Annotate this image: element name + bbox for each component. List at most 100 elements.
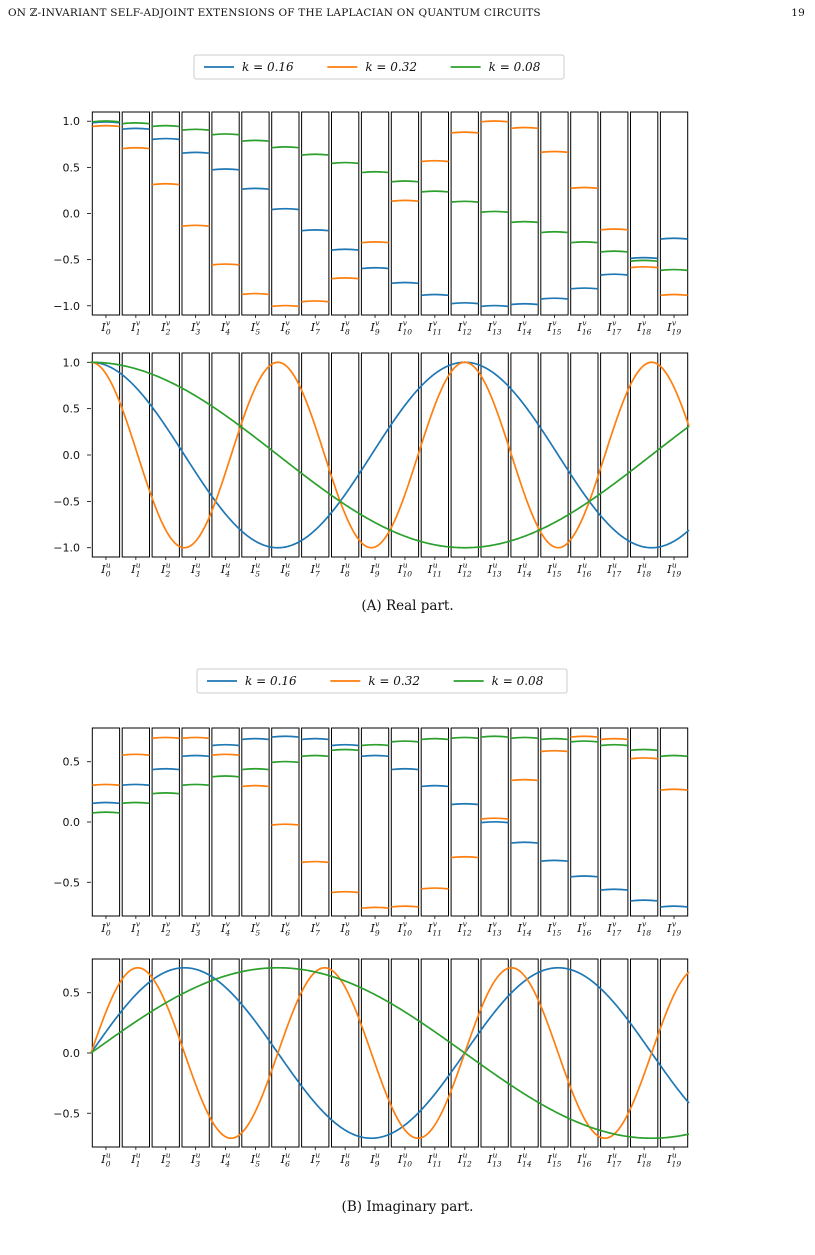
ytick-label: −0.5	[53, 495, 80, 508]
mark-032-9	[361, 906, 389, 910]
category-label: I6v	[280, 920, 291, 938]
mark-008-2	[152, 124, 180, 128]
subplot-box	[360, 352, 390, 558]
subplot-box	[630, 111, 659, 316]
subplot-box	[211, 111, 240, 316]
mark-008-17	[600, 743, 628, 747]
category-label: I2v	[160, 920, 171, 938]
mark-032-1	[122, 753, 150, 756]
category-label: I16u	[576, 561, 591, 579]
mark-016-0	[92, 121, 120, 124]
category-label: I12v	[457, 920, 472, 938]
category-label: I19u	[666, 561, 681, 579]
mark-032-9	[361, 241, 389, 244]
subplot-box	[121, 958, 150, 1148]
mark-032-12	[451, 131, 479, 134]
subplot-box	[540, 958, 569, 1148]
category-label: I6v	[280, 319, 291, 337]
category-label: I17u	[606, 561, 621, 579]
category-label: I3v	[190, 319, 201, 337]
category-label: I9u	[369, 1151, 380, 1169]
mark-032-10	[391, 199, 419, 203]
mark-008-6	[271, 146, 300, 149]
category-label: I13u	[487, 1151, 502, 1169]
mark-016-1	[122, 127, 150, 131]
mark-016-8	[331, 248, 359, 251]
category-label: I14v	[517, 319, 532, 337]
mark-032-5	[241, 784, 270, 788]
ytick-label: −1.0	[53, 542, 80, 555]
category-label: I12v	[457, 319, 472, 337]
mark-032-8	[331, 277, 359, 280]
category-label: I15v	[546, 319, 561, 337]
category-label: I5v	[250, 319, 261, 337]
category-label: I3v	[190, 920, 201, 938]
mark-008-0	[92, 811, 120, 814]
category-label: I1u	[130, 1151, 141, 1169]
category-label: I11u	[427, 561, 442, 579]
subplot-box	[630, 352, 659, 558]
ytick-label: 0.5	[63, 161, 81, 174]
mark-008-19	[660, 268, 688, 272]
mark-008-18	[630, 748, 658, 752]
mark-016-19	[660, 237, 688, 240]
ytick-label: −0.5	[53, 254, 80, 267]
category-label: I4v	[220, 319, 231, 337]
category-label: I9v	[369, 920, 380, 938]
subplot-box	[211, 352, 240, 558]
mark-016-12	[451, 802, 479, 806]
category-label: I15v	[546, 920, 561, 938]
category-label: I11v	[427, 920, 442, 938]
subplot-box	[390, 111, 420, 316]
legend-label-0: k = 0.16	[245, 674, 297, 688]
mark-008-7	[301, 153, 329, 156]
mark-032-18	[630, 757, 658, 760]
subplot-box	[151, 352, 180, 558]
ytick-label: 0.0	[63, 1047, 81, 1060]
subplot-box	[121, 111, 150, 316]
mark-032-18	[630, 265, 658, 269]
mark-032-3	[181, 736, 210, 740]
subplot-box	[600, 958, 629, 1148]
mark-016-8	[331, 743, 359, 747]
mark-032-17	[600, 737, 628, 741]
category-label: I7v	[310, 319, 321, 337]
category-label: I16v	[576, 319, 591, 337]
mark-008-2	[152, 792, 180, 795]
mark-008-12	[451, 200, 479, 203]
ytick-label: 0.5	[63, 987, 81, 1000]
subplot-box	[630, 958, 659, 1148]
category-label: I0u	[100, 1151, 111, 1169]
legend-label-1: k = 0.32	[365, 60, 417, 74]
category-label: I13v	[487, 920, 502, 938]
category-label: I8u	[339, 1151, 350, 1169]
mark-016-16	[570, 875, 599, 878]
mark-016-14	[510, 841, 539, 844]
mark-032-17	[600, 228, 628, 231]
legend-label-2: k = 0.08	[489, 60, 541, 74]
subplot-box	[151, 958, 180, 1148]
mark-032-19	[660, 293, 688, 297]
ytick-label: 0.5	[63, 756, 81, 769]
mark-016-15	[540, 297, 569, 300]
mark-032-6	[271, 823, 300, 826]
category-label: I19v	[666, 920, 681, 938]
mark-008-15	[540, 737, 569, 741]
mark-008-1	[122, 801, 150, 805]
subplot-box	[540, 727, 569, 917]
category-label: I0v	[100, 920, 111, 938]
mark-016-13	[480, 304, 509, 308]
category-label: I6u	[280, 561, 291, 579]
category-label: I15u	[546, 1151, 561, 1169]
mark-008-13	[480, 210, 509, 214]
category-label: I9u	[369, 561, 380, 579]
category-label: I16u	[576, 1151, 591, 1169]
mark-016-1	[122, 783, 150, 787]
mark-008-5	[241, 767, 270, 771]
mark-016-17	[600, 888, 628, 891]
series-line-016	[90, 966, 690, 1140]
subplot-box	[241, 727, 270, 917]
category-label: I15u	[546, 561, 561, 579]
mark-016-6	[271, 735, 300, 738]
mark-008-7	[301, 754, 329, 758]
